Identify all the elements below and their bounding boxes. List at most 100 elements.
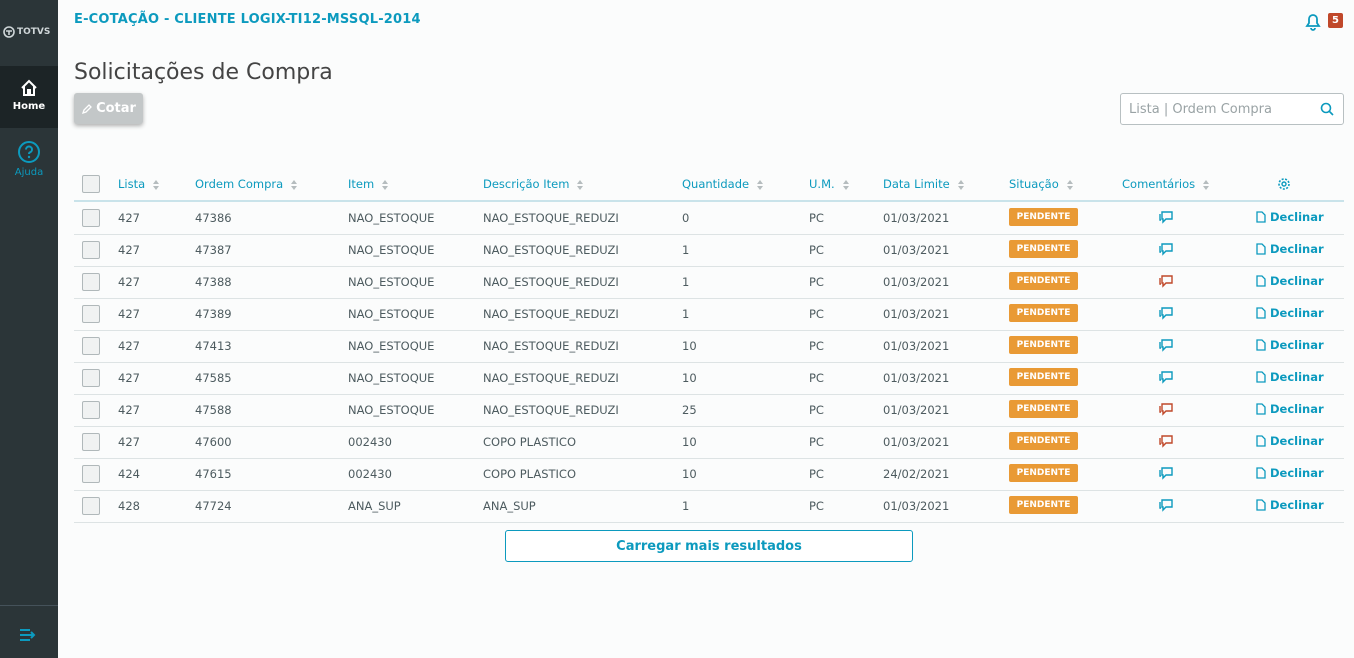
decline-label: Declinar [1270,338,1324,352]
decline-link[interactable]: Declinar [1256,434,1324,448]
decline-link[interactable]: Declinar [1256,338,1324,352]
cell: PC [809,211,824,225]
column-header[interactable]: Quantidade [682,177,764,191]
logo-text: TOTVS [17,27,51,37]
decline-link[interactable]: Declinar [1256,306,1324,320]
comment-icon[interactable] [1158,305,1174,324]
column-label: Descrição Item [483,177,570,191]
column-header[interactable]: Situação [1009,177,1073,191]
decline-link[interactable]: Declinar [1256,274,1324,288]
comment-icon[interactable] [1158,273,1174,292]
column-label: Situação [1009,177,1059,191]
row-checkbox[interactable] [82,433,100,451]
cell: 10 [682,371,697,385]
row-checkbox[interactable] [82,337,100,355]
status-badge: PENDENTE [1009,496,1078,514]
menu-home[interactable]: Home [0,78,58,112]
column-header[interactable]: Descrição Item [483,177,584,191]
notification-badge[interactable]: 5 [1328,13,1343,28]
cell: ANA_SUP [483,499,536,513]
status-badge: PENDENTE [1009,304,1078,322]
decline-link[interactable]: Declinar [1256,210,1324,224]
cell: 47615 [195,467,232,481]
cell: 47413 [195,339,232,353]
column-header[interactable]: Lista [118,177,160,191]
cell: 002430 [348,435,392,449]
row-checkbox[interactable] [82,497,100,515]
comment-icon[interactable] [1158,497,1174,516]
cell: 47389 [195,307,232,321]
search-placeholder: Lista | Ordem Compra [1129,102,1272,117]
cell: 25 [682,403,697,417]
comment-icon[interactable] [1158,401,1174,420]
comment-icon[interactable] [1158,241,1174,260]
cell: 47387 [195,243,232,257]
column-header[interactable]: Item [348,177,389,191]
row-checkbox[interactable] [82,465,100,483]
decline-label: Declinar [1270,210,1324,224]
cell: COPO PLASTICO [483,435,576,449]
column-label: Quantidade [682,177,750,191]
cell: 1 [682,275,690,289]
home-active-bg [0,66,58,128]
column-header[interactable]: U.M. [809,177,849,191]
row-checkbox[interactable] [82,305,100,323]
comment-icon[interactable] [1158,337,1174,356]
decline-link[interactable]: Declinar [1256,242,1324,256]
decline-link[interactable]: Declinar [1256,402,1324,416]
column-header[interactable]: Data Limite [883,177,964,191]
status-badge: PENDENTE [1009,368,1078,386]
decline-label: Declinar [1270,370,1324,384]
cell: 10 [682,339,697,353]
cell: PC [809,339,824,353]
column-header[interactable]: Ordem Compra [195,177,298,191]
cell: 427 [118,275,140,289]
row-line [74,522,1344,523]
comment-icon[interactable] [1158,209,1174,228]
cell: 01/03/2021 [883,435,950,449]
column-label: U.M. [809,177,835,191]
comment-icon[interactable] [1158,465,1174,484]
comment-icon[interactable] [1158,369,1174,388]
cell: NAO_ESTOQUE [348,307,435,321]
status-badge: PENDENTE [1009,464,1078,482]
row-line [74,234,1344,235]
row-checkbox[interactable] [82,209,100,227]
row-checkbox[interactable] [82,401,100,419]
column-label: Item [348,177,375,191]
bell-icon[interactable] [1303,11,1323,31]
cell: 427 [118,211,140,225]
cell: PC [809,275,824,289]
settings-icon[interactable] [1277,177,1291,191]
load-more-button[interactable]: Carregar mais resultados [505,530,913,562]
decline-link[interactable]: Declinar [1256,370,1324,384]
cell: 47600 [195,435,232,449]
cell: 01/03/2021 [883,499,950,513]
cell: PC [809,243,824,257]
decline-label: Declinar [1270,274,1324,288]
row-checkbox[interactable] [82,273,100,291]
select-all-checkbox[interactable] [82,175,100,193]
search-input[interactable]: Lista | Ordem Compra [1120,93,1344,125]
row-checkbox[interactable] [82,241,100,259]
sort-icon [1066,179,1073,190]
cell: COPO PLASTICO [483,467,576,481]
decline-link[interactable]: Declinar [1256,498,1324,512]
row-checkbox[interactable] [82,369,100,387]
cell: 47585 [195,371,232,385]
column-header[interactable]: Comentários [1122,177,1210,191]
page-title: Solicitações de Compra [74,60,333,85]
decline-link[interactable]: Declinar [1256,466,1324,480]
collapse-icon[interactable] [19,628,37,642]
sidebar: TOTVS Home Ajuda [0,0,58,658]
cell: NAO_ESTOQUE [348,403,435,417]
cell: NAO_ESTOQUE_REDUZI [483,243,619,257]
menu-help[interactable]: Ajuda [0,140,58,178]
cell: NAO_ESTOQUE_REDUZI [483,371,619,385]
cotar-button[interactable]: Cotar [74,93,143,124]
sort-icon [757,179,764,190]
app-title: E-COTAÇÃO - CLIENTE LOGIX-TI12-MSSQL-201… [74,12,421,27]
cell: 47724 [195,499,232,513]
cell: 427 [118,243,140,257]
comment-icon[interactable] [1158,433,1174,452]
